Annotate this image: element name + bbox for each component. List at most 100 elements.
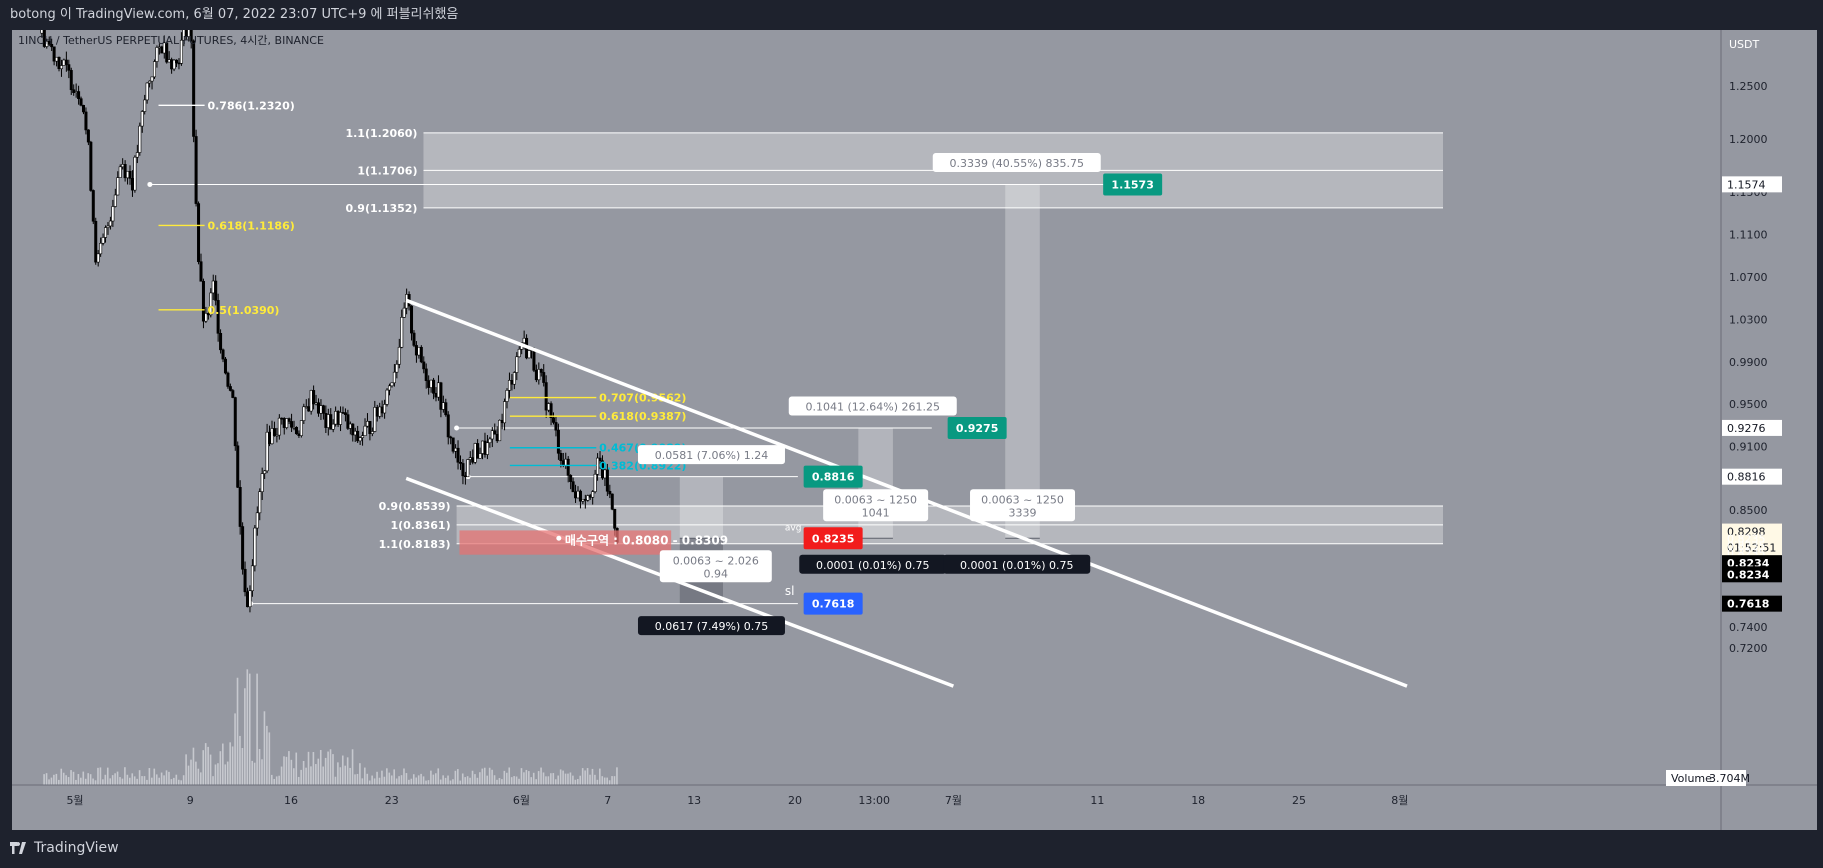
volume-bar	[129, 777, 131, 785]
candle-body	[588, 495, 592, 498]
price-axis-label-box	[1722, 566, 1782, 583]
volume-bar	[177, 779, 180, 785]
price-axis-label: 0.8816	[1727, 471, 1766, 484]
candle-body	[341, 412, 345, 414]
volume-bar	[197, 768, 200, 785]
candle-body	[476, 443, 480, 459]
volume-bar	[305, 767, 307, 785]
volume-bar	[138, 770, 141, 785]
candle-body	[596, 457, 600, 475]
y-tick-label: 0.7200	[1729, 642, 1768, 655]
candle-body	[544, 382, 548, 411]
volume-bar	[491, 769, 493, 785]
stop-label-text: 0.0617 (7.49%) 0.75	[655, 620, 769, 633]
volume-bar	[280, 766, 283, 785]
price-axis-label-box	[1722, 595, 1782, 612]
target-label-text: 0.1041 (12.64%) 261.25	[806, 401, 941, 414]
volume-bar	[302, 760, 305, 785]
volume-bar	[400, 775, 403, 785]
volume-bar	[483, 767, 486, 785]
candle-body	[106, 225, 110, 228]
volume-bar	[530, 777, 533, 785]
volume-bar	[151, 777, 153, 785]
volume-bar	[278, 775, 280, 785]
candle-body	[608, 490, 612, 495]
volume-bar	[104, 774, 107, 785]
candle-body	[458, 461, 462, 464]
volume-bar	[94, 780, 97, 785]
price-chart[interactable]: 1.1(1.2060) 1(1.1706) 0.9(1.1352) 0.9(0.853…	[12, 8, 1817, 830]
candle-body	[89, 141, 93, 191]
candle-body	[221, 349, 225, 360]
candle-body	[534, 370, 538, 381]
volume-bar	[513, 776, 515, 785]
volume-bar	[158, 777, 160, 785]
callout-box	[803, 592, 863, 615]
volume-bar	[45, 773, 48, 785]
quantity-label-text: 3339	[1009, 506, 1037, 519]
volume-bar	[231, 746, 234, 785]
volume-bar	[354, 774, 356, 785]
volume-bar	[474, 774, 476, 785]
horizontal-line-anchor	[147, 181, 153, 187]
candle-body	[522, 337, 526, 344]
x-tick-label: 25	[1292, 794, 1306, 807]
tradingview-logo[interactable]: TradingView	[10, 840, 119, 856]
candle-body	[427, 380, 431, 388]
candle-body	[233, 397, 237, 447]
price-axis-label: 0.8234	[1727, 568, 1770, 581]
volume-bar	[114, 773, 116, 785]
candle-body	[104, 227, 108, 238]
volume-bar	[540, 767, 542, 785]
candle-body	[383, 404, 387, 414]
volume-bar	[537, 771, 540, 785]
volume-bar	[351, 749, 354, 785]
candle-body	[564, 458, 568, 466]
volume-bar	[520, 768, 523, 785]
volume-legend-box	[1666, 770, 1746, 786]
volume-bar	[599, 768, 601, 785]
volume-bar	[359, 763, 361, 785]
zone-level-label: 1(1.1706)	[357, 164, 417, 177]
candle-body	[299, 420, 303, 436]
price-axis-label-box	[1722, 176, 1782, 193]
candle-body	[356, 430, 360, 442]
axes[interactable]: USDT 1INCH / TetherUS PERPETUAL FUTURES,…	[12, 30, 1817, 830]
candle-body	[432, 379, 436, 394]
candle-body	[321, 405, 325, 414]
candle-body	[197, 203, 201, 262]
volume-bar	[417, 775, 420, 785]
x-tick-label: 23	[385, 794, 399, 807]
target-label-box	[637, 445, 785, 465]
volume-bar	[153, 768, 156, 785]
candle-body	[209, 292, 213, 316]
candle-body	[260, 473, 264, 493]
candle-body	[503, 401, 507, 424]
candle-body	[143, 99, 147, 112]
candle-body	[241, 526, 245, 570]
candle-body	[116, 177, 120, 196]
candle-body	[358, 437, 362, 442]
volume-bar	[547, 776, 550, 785]
volume-bar	[498, 778, 501, 785]
candle-body	[223, 358, 227, 374]
candle-body	[238, 487, 242, 527]
volume-bar	[337, 762, 339, 785]
volume-bar	[248, 673, 251, 785]
volume-bar	[442, 775, 444, 785]
candle-body	[59, 65, 63, 70]
candle-body	[461, 463, 465, 477]
volume-bar	[381, 770, 383, 785]
candle-body	[346, 414, 350, 429]
candle-body	[552, 417, 556, 423]
price-axis-label: 0.9276	[1727, 422, 1766, 435]
volume-bar	[427, 780, 430, 785]
chart-panel[interactable]: 1.1(1.2060) 1(1.1706) 0.9(1.1352) 0.9(0.853…	[12, 8, 1817, 830]
volume-bar	[97, 767, 99, 785]
volume-bar	[99, 767, 102, 785]
volume-bar	[77, 774, 80, 785]
volume-bar	[616, 767, 618, 785]
candle-body	[375, 407, 379, 417]
candle-body	[219, 333, 223, 351]
